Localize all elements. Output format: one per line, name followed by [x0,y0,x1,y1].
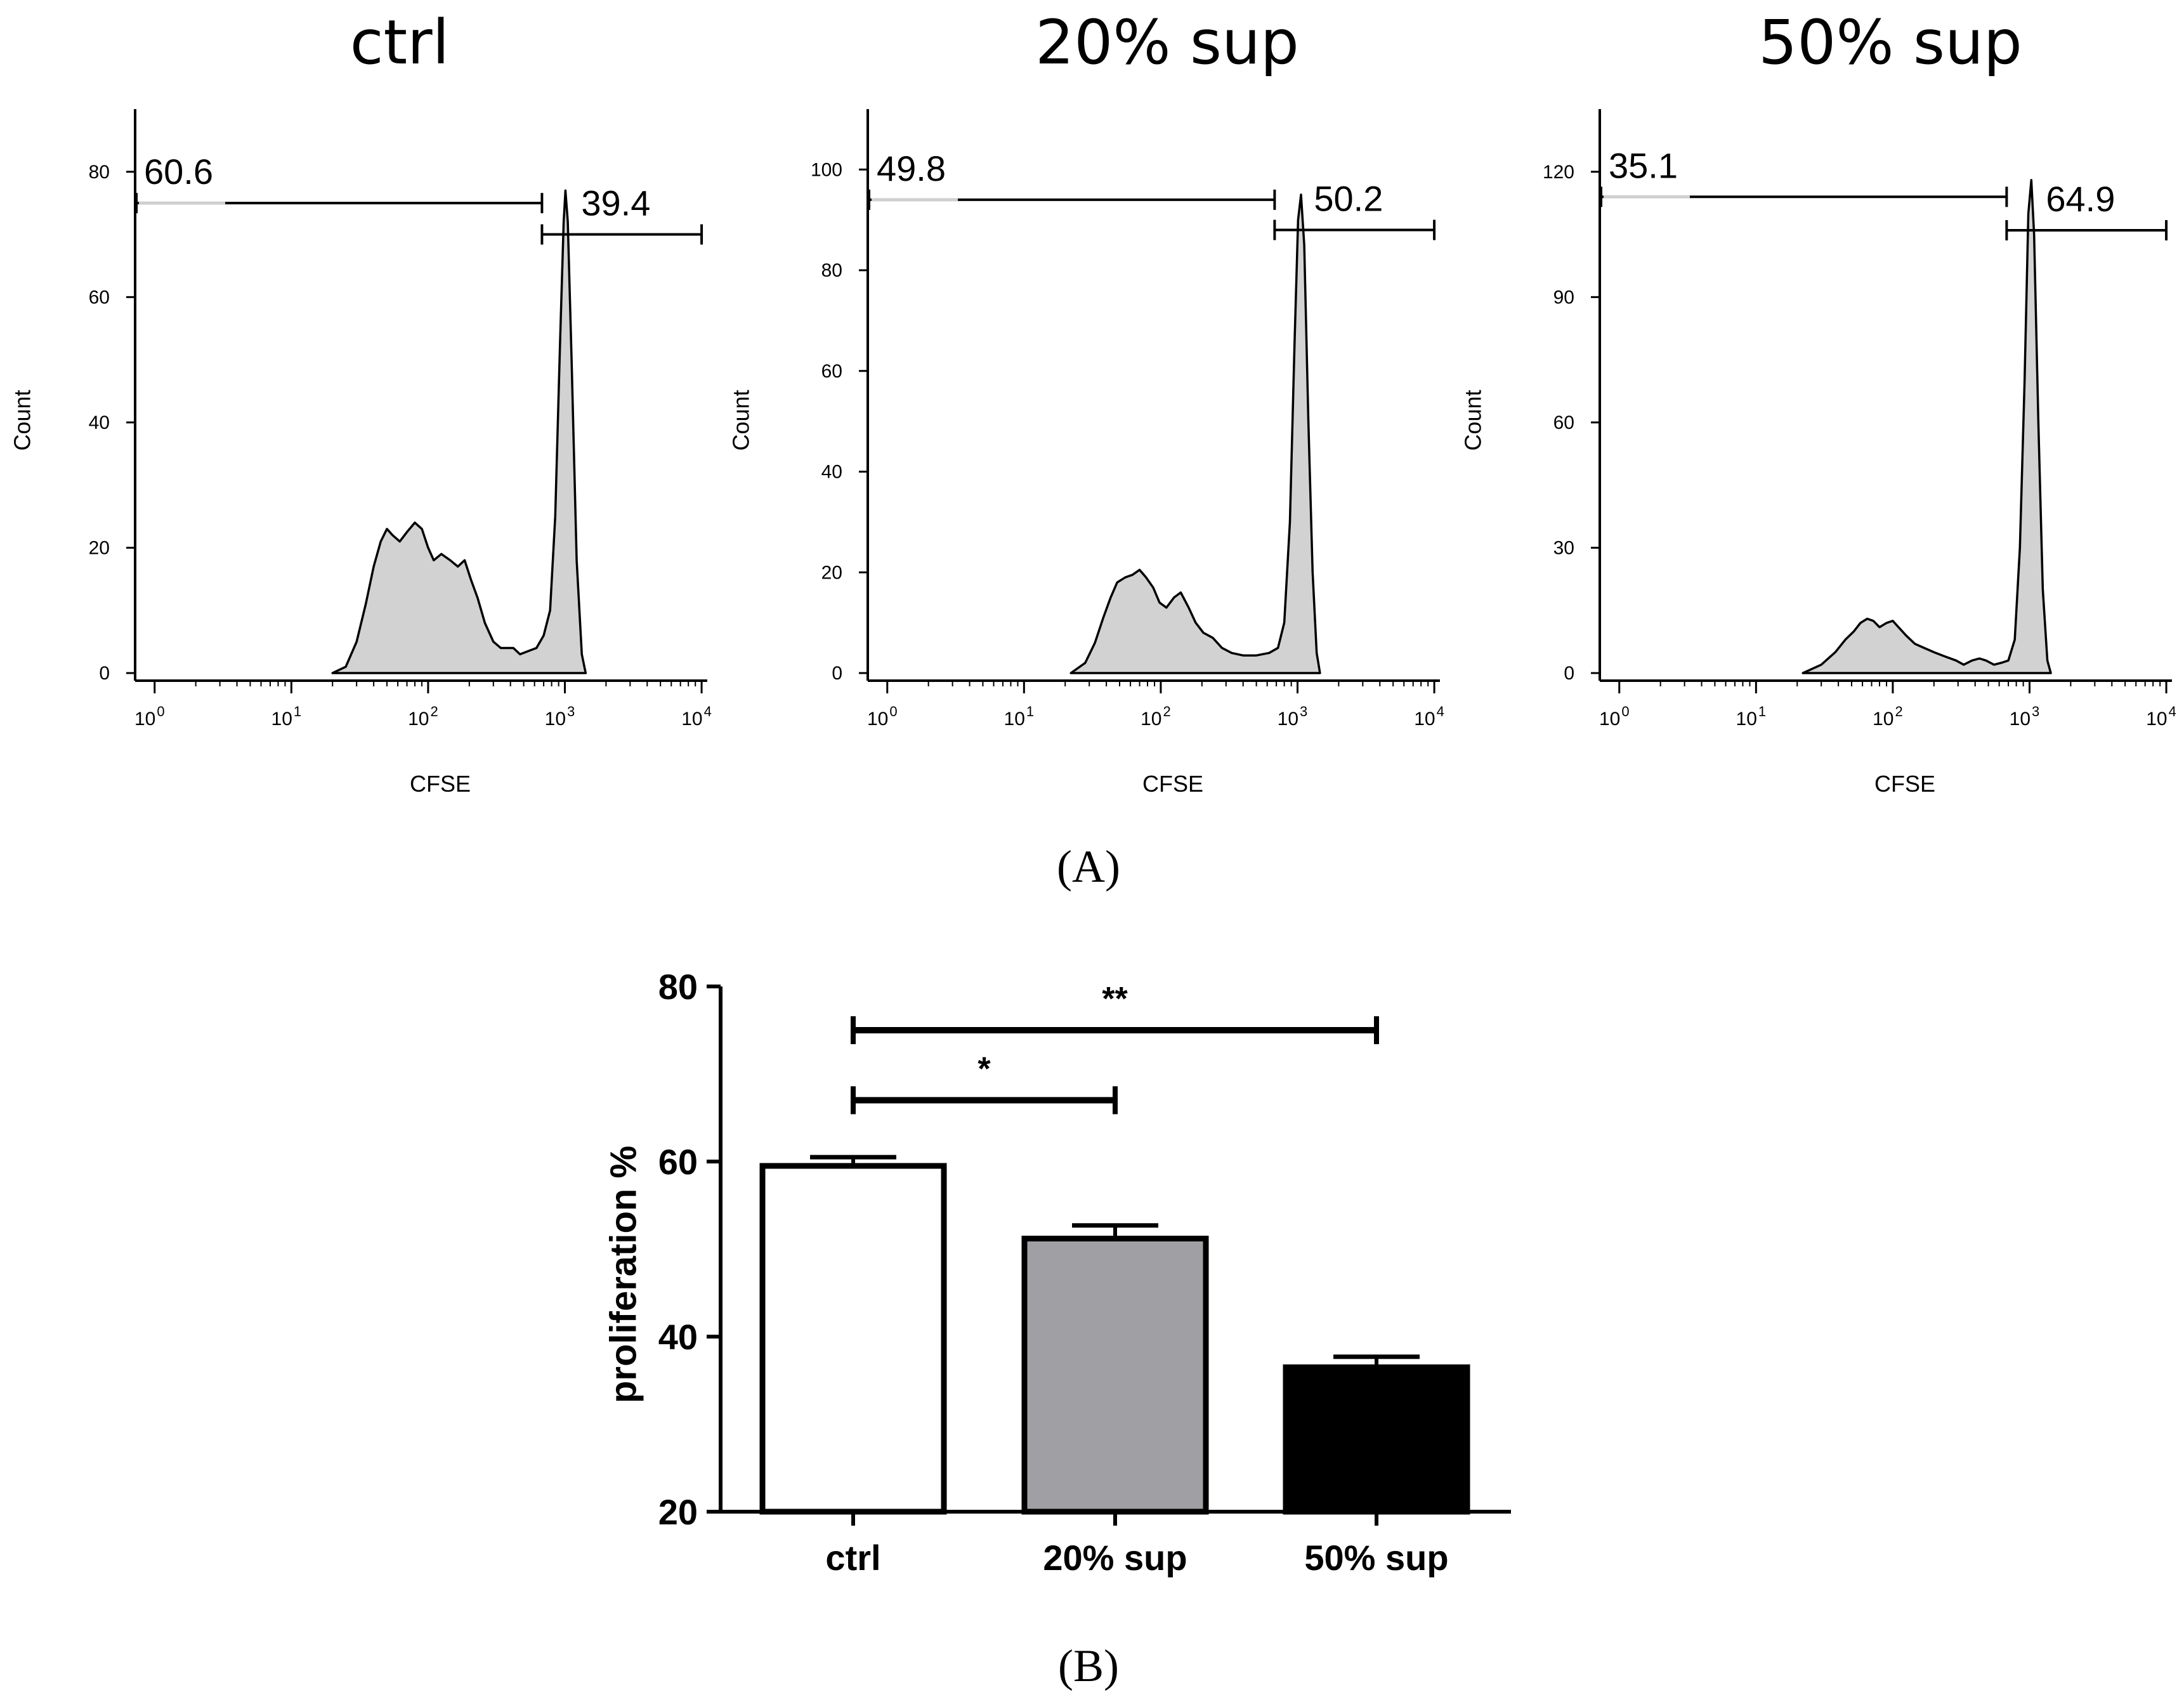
x-tick-exponent: 1 [1758,704,1766,719]
histogram-curve [331,189,587,674]
x-tick-exponent: 1 [1026,704,1034,719]
y-tick-label: 40 [89,412,110,433]
x-tick-exponent: 4 [1437,704,1444,719]
significance-marker: ** [1102,981,1128,1018]
panel-a-label: (A) [1057,841,1120,892]
bar-y-tick-label: 20 [658,1492,698,1532]
bar-category-label: 50% sup [1304,1538,1448,1578]
y-tick-label: 60 [89,287,110,308]
bar-1 [1021,1235,1209,1515]
gate-percentage: 50.2 [1314,179,1383,219]
y-tick-label: 0 [832,663,842,684]
x-tick-exponent: 2 [1163,704,1170,719]
gate-percentage: 49.8 [877,148,946,188]
x-tick-exponent: 0 [889,704,897,719]
x-tick-exponent: 0 [157,704,164,719]
y-tick-label: 60 [1553,412,1574,433]
bar-chart-proliferation: 20 40 60 80 proliferation % ctrl 20% sup 50% su… [603,967,1511,1578]
y-tick-label: 20 [821,562,842,583]
bar-category-label: ctrl [825,1538,880,1578]
panel-b-label: (B) [1058,1640,1119,1691]
x-tick-exponent: 0 [1621,704,1629,719]
gate-percentage: 64.9 [2046,179,2115,219]
y-tick-label: 60 [821,361,842,382]
bar-0 [759,1163,947,1515]
gate-percentage: 60.6 [144,152,213,192]
x-tick-exponent: 2 [430,704,438,719]
bar-y-axis-label: proliferation % [603,1146,644,1403]
bar-category-label: 20% sup [1043,1538,1187,1578]
histogram-title: ctrl [350,7,450,78]
x-tick-exponent: 1 [294,704,301,719]
bar-y-tick-label: 40 [658,1317,698,1357]
y-tick-label: 0 [1564,663,1574,684]
x-tick-exponent: 4 [2169,704,2176,719]
histogram-curve [1801,179,2052,674]
x-axis-label: CFSE [1874,771,1935,797]
x-tick-exponent: 4 [704,704,712,719]
y-tick-label: 120 [1543,162,1574,183]
x-tick-exponent: 3 [1300,704,1307,719]
y-tick-label: 100 [811,159,842,180]
y-axis-label: Count [10,389,36,450]
y-axis-label: Count [1460,389,1486,450]
y-tick-label: 40 [821,462,842,483]
y-tick-label: 0 [99,663,110,684]
x-axis-label: CFSE [1142,771,1203,797]
x-tick-exponent: 3 [2032,704,2039,719]
x-tick-exponent: 3 [567,704,575,719]
x-axis-label: CFSE [410,771,471,797]
y-tick-label: 90 [1553,287,1574,308]
bar-y-tick-label: 80 [658,967,698,1007]
histogram-title: 50% sup [1758,7,2022,78]
y-tick-label: 80 [821,260,842,281]
gate-percentage: 35.1 [1609,145,1678,185]
bar-y-tick-label: 60 [658,1142,698,1182]
x-tick-exponent: 2 [1895,704,1902,719]
y-tick-label: 20 [89,537,110,558]
gate-percentage: 39.4 [581,183,650,223]
significance-marker: * [978,1051,991,1087]
histogram-curve [1069,193,1321,674]
y-axis-label: Count [728,389,754,450]
histogram-title: 20% sup [1035,7,1299,78]
bar-2 [1283,1364,1470,1515]
y-tick-label: 30 [1553,537,1574,558]
y-tick-label: 80 [89,162,110,183]
